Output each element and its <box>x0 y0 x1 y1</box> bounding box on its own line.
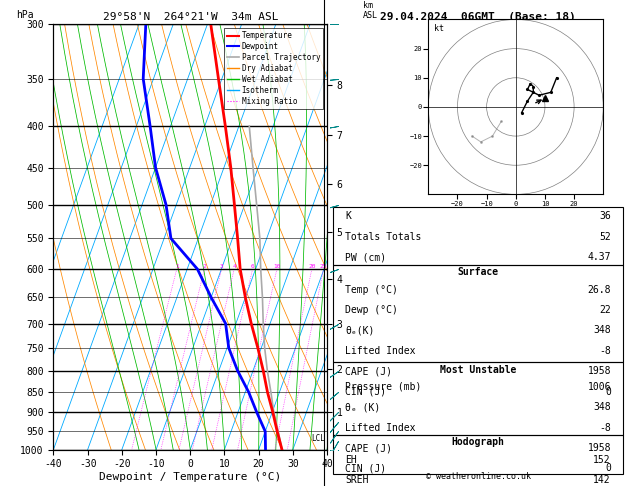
Text: EH: EH <box>345 455 357 465</box>
Text: Most Unstable: Most Unstable <box>440 364 516 375</box>
Text: 1: 1 <box>175 264 179 269</box>
Text: 3: 3 <box>220 264 223 269</box>
Text: Pressure (mb): Pressure (mb) <box>345 382 421 392</box>
Text: 52: 52 <box>599 232 611 242</box>
Text: CIN (J): CIN (J) <box>345 387 386 397</box>
X-axis label: Dewpoint / Temperature (°C): Dewpoint / Temperature (°C) <box>99 472 281 482</box>
Text: kt: kt <box>434 24 444 33</box>
Text: 6: 6 <box>251 264 255 269</box>
Text: 25: 25 <box>320 264 327 269</box>
Text: LCL: LCL <box>311 434 325 443</box>
Text: Surface: Surface <box>457 267 499 278</box>
Text: 0: 0 <box>605 387 611 397</box>
Text: CIN (J): CIN (J) <box>345 464 386 473</box>
Text: θₑ(K): θₑ(K) <box>345 326 375 335</box>
Text: Dewp (°C): Dewp (°C) <box>345 305 398 315</box>
Text: CAPE (J): CAPE (J) <box>345 443 392 453</box>
Text: 1006: 1006 <box>587 382 611 392</box>
Text: -8: -8 <box>599 346 611 356</box>
Text: Hodograph: Hodograph <box>452 437 504 448</box>
Text: Temp (°C): Temp (°C) <box>345 285 398 295</box>
Text: -8: -8 <box>599 423 611 433</box>
Text: CAPE (J): CAPE (J) <box>345 366 392 376</box>
Text: θₑ (K): θₑ (K) <box>345 402 381 412</box>
Text: 348: 348 <box>593 326 611 335</box>
Text: 348: 348 <box>593 402 611 412</box>
Bar <box>333 362 623 435</box>
Text: hPa: hPa <box>16 10 34 20</box>
Text: 152: 152 <box>593 455 611 465</box>
Text: SREH: SREH <box>345 475 369 485</box>
Text: 4.37: 4.37 <box>587 252 611 262</box>
Bar <box>333 207 623 265</box>
Text: © weatheronline.co.uk: © weatheronline.co.uk <box>426 472 530 481</box>
Text: Lifted Index: Lifted Index <box>345 346 416 356</box>
Text: Totals Totals: Totals Totals <box>345 232 421 242</box>
Text: 4: 4 <box>232 264 236 269</box>
Bar <box>333 435 623 474</box>
Text: 0: 0 <box>605 464 611 473</box>
Bar <box>333 265 623 362</box>
Text: 2: 2 <box>203 264 206 269</box>
Text: K: K <box>345 211 351 222</box>
Text: 36: 36 <box>599 211 611 222</box>
Text: Lifted Index: Lifted Index <box>345 423 416 433</box>
Text: PW (cm): PW (cm) <box>345 252 386 262</box>
Text: 22: 22 <box>599 305 611 315</box>
Legend: Temperature, Dewpoint, Parcel Trajectory, Dry Adiabat, Wet Adiabat, Isotherm, Mi: Temperature, Dewpoint, Parcel Trajectory… <box>224 28 323 109</box>
Text: km
ASL: km ASL <box>363 1 377 20</box>
Text: 1958: 1958 <box>587 443 611 453</box>
Text: 20: 20 <box>308 264 316 269</box>
Text: 142: 142 <box>593 475 611 485</box>
Text: 26.8: 26.8 <box>587 285 611 295</box>
Text: 29.04.2024  06GMT  (Base: 18): 29.04.2024 06GMT (Base: 18) <box>380 12 576 22</box>
Text: 10: 10 <box>273 264 281 269</box>
Title: 29°58'N  264°21'W  34m ASL: 29°58'N 264°21'W 34m ASL <box>103 12 278 22</box>
Text: 1958: 1958 <box>587 366 611 376</box>
